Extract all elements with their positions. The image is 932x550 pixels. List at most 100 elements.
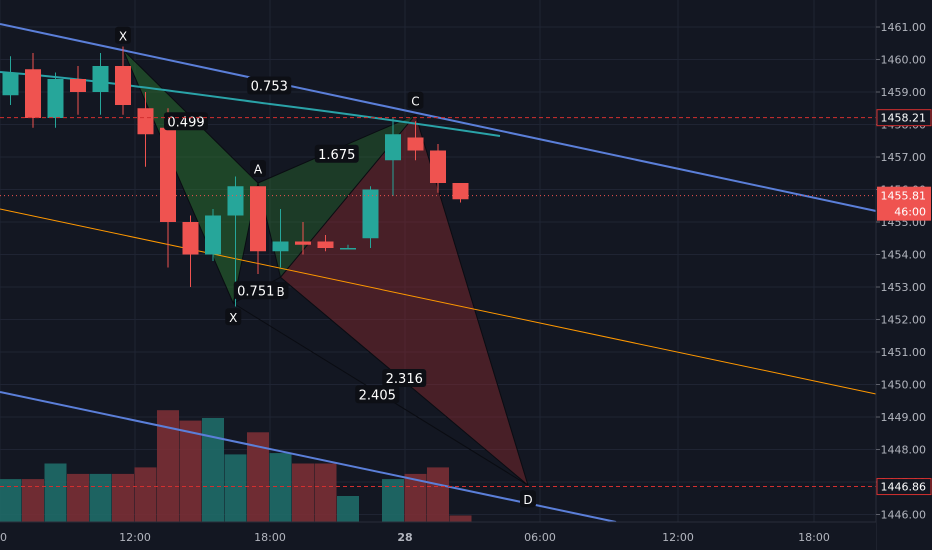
y-tick-label: 1449.00 bbox=[881, 411, 927, 424]
volume-bar bbox=[112, 473, 134, 522]
last-price-tag bbox=[877, 186, 931, 221]
candle-body bbox=[407, 137, 424, 151]
x-tick-label: 00 bbox=[0, 531, 7, 544]
ratio-label: 2.405 bbox=[359, 388, 396, 403]
volume-bar bbox=[157, 410, 179, 522]
level-price-label: 1446.86 bbox=[881, 481, 927, 494]
bcd-triangle bbox=[280, 114, 528, 486]
volume-bar bbox=[0, 479, 22, 522]
level-price-label: 1458.21 bbox=[881, 112, 927, 125]
last-price-label: 1455.81 bbox=[881, 190, 927, 203]
ratio-box bbox=[164, 112, 208, 131]
price-levels bbox=[0, 117, 876, 488]
volume-bar bbox=[382, 479, 404, 522]
grid bbox=[0, 0, 876, 522]
x-tick-label: 18:00 bbox=[254, 531, 286, 544]
candle-body bbox=[227, 186, 244, 216]
ratio-box bbox=[233, 281, 278, 300]
volume-bar bbox=[224, 454, 247, 522]
volume-bar bbox=[22, 479, 44, 522]
volume-bar bbox=[269, 453, 292, 522]
pattern-point-box bbox=[407, 91, 424, 109]
trend-lines bbox=[0, 23, 877, 523]
y-tick-label: 1446.00 bbox=[881, 509, 927, 522]
volume-bar bbox=[44, 463, 67, 522]
y-tick-label: 1450.00 bbox=[881, 379, 927, 392]
y-tick-label: 1454.00 bbox=[881, 249, 927, 262]
candle-body bbox=[25, 69, 41, 118]
ratio-label: 1.675 bbox=[318, 148, 355, 163]
candle-body bbox=[70, 79, 86, 92]
pattern-point-label: D bbox=[523, 493, 532, 507]
volume-bar bbox=[67, 473, 89, 522]
pattern-point-label: B bbox=[276, 285, 284, 299]
y-tick-label: 1457.00 bbox=[881, 151, 927, 164]
candle-body bbox=[452, 183, 469, 200]
pattern-point-box bbox=[225, 308, 242, 326]
volume-bar bbox=[247, 432, 269, 522]
pattern-point-box bbox=[520, 490, 536, 508]
candle-body bbox=[362, 189, 379, 239]
candle-body bbox=[137, 108, 154, 135]
pattern-point-label: X bbox=[119, 29, 127, 43]
candle-body bbox=[295, 241, 311, 245]
volume-bar bbox=[292, 463, 314, 522]
xab-triangle-overlay bbox=[123, 49, 258, 304]
y-tick-label: 1461.00 bbox=[881, 21, 927, 34]
y-tick-label: 1453.00 bbox=[881, 281, 927, 294]
x-tick-label: 12:00 bbox=[119, 531, 151, 544]
ratio-box bbox=[247, 76, 292, 95]
volume-bar bbox=[179, 420, 202, 522]
pattern-point-label: C bbox=[411, 94, 419, 108]
ratio-box bbox=[382, 369, 427, 387]
y-tick-label: 1459.00 bbox=[881, 86, 927, 99]
price-axis-background bbox=[876, 0, 932, 550]
y-tick-label: 1452.00 bbox=[881, 314, 927, 327]
y-tick-label: 1460.00 bbox=[881, 54, 927, 67]
pattern-point-label: A bbox=[254, 163, 263, 177]
ratio-label: 0.499 bbox=[167, 115, 204, 130]
y-tick-label: 1451.00 bbox=[881, 346, 927, 359]
volume-bars bbox=[0, 410, 472, 522]
xab-triangle bbox=[123, 49, 258, 304]
volume-bar bbox=[314, 463, 337, 522]
volume-bar bbox=[337, 496, 359, 522]
ratio-label: 0.753 bbox=[251, 80, 288, 95]
volume-bar bbox=[89, 473, 112, 522]
y-tick-label: 1448.00 bbox=[881, 444, 927, 457]
candle-body bbox=[2, 72, 19, 96]
pattern-leg bbox=[122, 49, 234, 304]
x-tick-label: 28 bbox=[397, 531, 412, 544]
ratio-label: 2.316 bbox=[386, 372, 423, 387]
volume-bar bbox=[404, 473, 427, 522]
candle-body bbox=[430, 150, 446, 183]
candle-body bbox=[385, 134, 401, 161]
pattern-point-box bbox=[250, 160, 266, 177]
lower-trend-line bbox=[0, 391, 617, 523]
candle-body bbox=[182, 222, 199, 255]
level-price-tag bbox=[876, 109, 932, 127]
orange-trend-line bbox=[0, 208, 877, 395]
volume-bar bbox=[427, 467, 449, 522]
x-tick-label: 06:00 bbox=[524, 531, 556, 544]
pattern-point-label: X bbox=[229, 311, 237, 325]
volume-bar bbox=[134, 467, 157, 522]
level-price-tag bbox=[876, 478, 932, 496]
candles bbox=[2, 46, 469, 307]
volume-bar bbox=[449, 515, 472, 522]
ratio-box bbox=[314, 144, 359, 163]
candle-body bbox=[160, 127, 176, 222]
candle-body bbox=[115, 66, 131, 105]
last-price-countdown: 46:00 bbox=[894, 206, 926, 219]
candle-body bbox=[250, 186, 266, 252]
x-tick-label: 18:00 bbox=[798, 531, 830, 544]
candle-body bbox=[317, 241, 334, 248]
candle-body bbox=[47, 79, 64, 118]
candle-body bbox=[340, 248, 356, 250]
ratio-label: 0.751 bbox=[237, 284, 274, 299]
ratio-box bbox=[355, 385, 400, 404]
time-axis-background bbox=[0, 522, 876, 550]
